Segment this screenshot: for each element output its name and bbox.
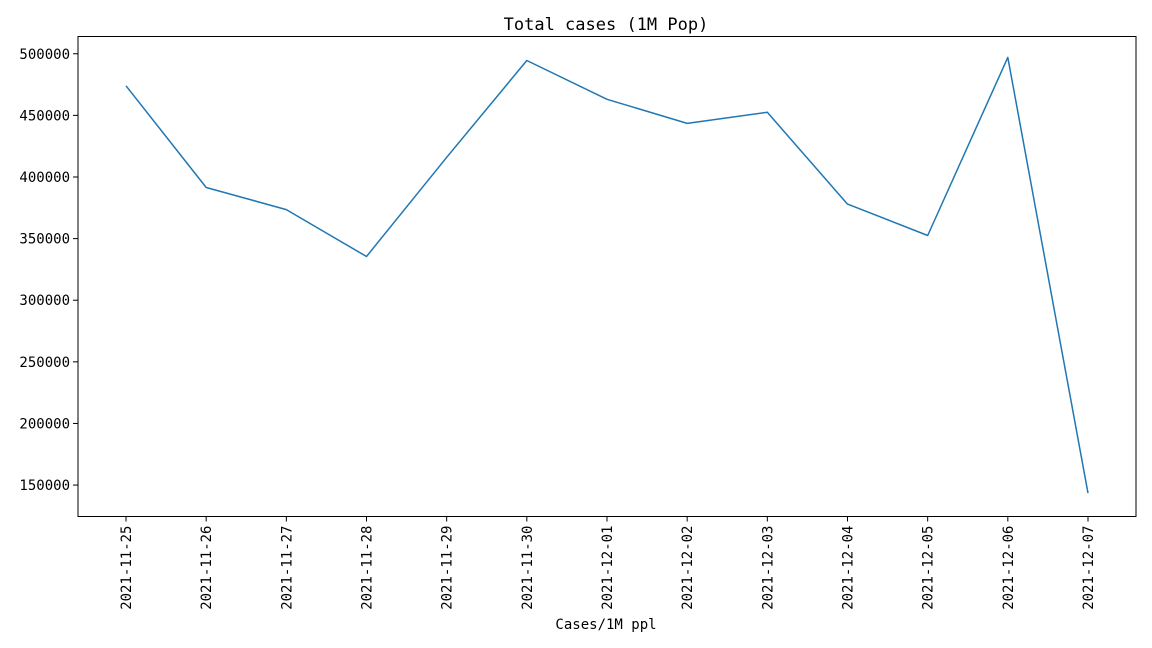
y-tick-label: 300000: [19, 293, 70, 309]
y-axis: 150000 200000 250000 300000 350000 400000 4500…: [19, 47, 78, 494]
x-tick-label: 2021-12-01: [600, 526, 616, 610]
x-tick-label: 2021-12-04: [841, 526, 857, 610]
x-tick-label: 2021-12-03: [760, 526, 776, 610]
y-tick-label: 200000: [19, 416, 70, 432]
series-layer: [125, 56, 1089, 494]
chart-title: Total cases (1M Pop): [504, 15, 709, 35]
x-tick-label: 2021-12-02: [680, 526, 696, 610]
x-axis-label: Cases/1M ppl: [555, 617, 656, 633]
y-tick-label: 500000: [19, 47, 70, 63]
x-tick-label: 2021-12-06: [1001, 525, 1017, 609]
series-line: [125, 56, 1089, 494]
y-tick-label: 250000: [19, 355, 70, 371]
y-tick-label: 450000: [19, 108, 70, 124]
y-tick-label: 400000: [19, 170, 70, 186]
x-tick-label: 2021-12-05: [921, 526, 937, 610]
x-tick-label: 2021-12-07: [1081, 526, 1097, 610]
y-tick-label: 150000: [19, 478, 70, 494]
x-tick-label: 2021-11-26: [199, 526, 215, 610]
x-tick-label: 2021-11-25: [119, 526, 135, 610]
x-tick-label: 2021-11-29: [440, 526, 456, 610]
x-tick-label: 2021-11-27: [279, 526, 295, 610]
plot-area: [77, 36, 1137, 517]
x-tick-label: 2021-11-28: [360, 526, 376, 610]
y-tick-label: 350000: [19, 232, 70, 248]
x-axis: 2021-11-25 2021-11-26 2021-11-27 2021-11-28…: [119, 516, 1097, 610]
x-tick-label: 2021-11-30: [520, 526, 536, 610]
